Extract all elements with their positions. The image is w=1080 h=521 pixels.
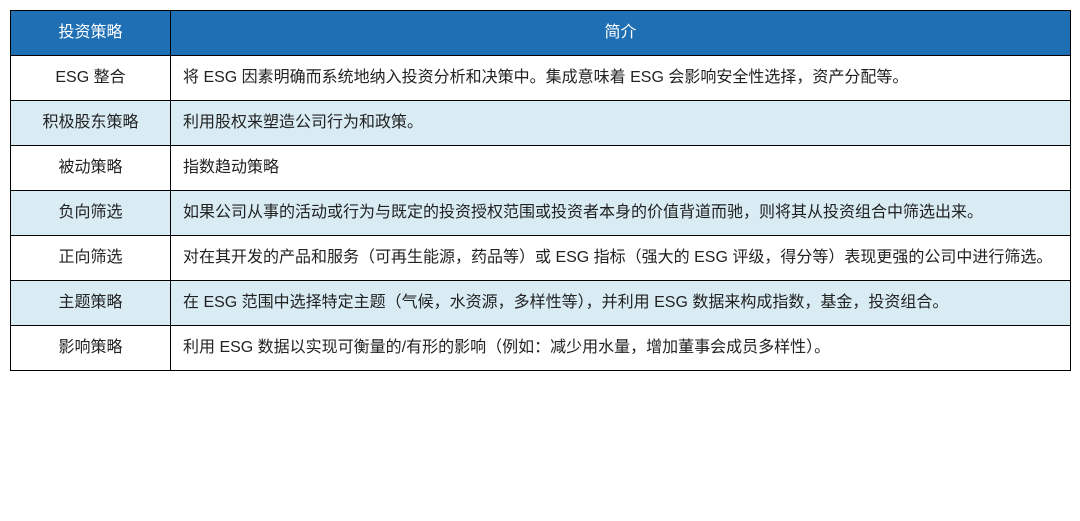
cell-strategy: 主题策略 bbox=[11, 281, 171, 326]
cell-strategy: 影响策略 bbox=[11, 326, 171, 371]
table-row: 被动策略指数趋动策略 bbox=[11, 146, 1071, 191]
cell-description: 在 ESG 范围中选择特定主题（气候，水资源，多样性等），并利用 ESG 数据来… bbox=[171, 281, 1071, 326]
table-header: 投资策略 简介 bbox=[11, 11, 1071, 56]
cell-strategy: 正向筛选 bbox=[11, 236, 171, 281]
table-body: ESG 整合将 ESG 因素明确而系统地纳入投资分析和决策中。集成意味着 ESG… bbox=[11, 56, 1071, 371]
cell-strategy: ESG 整合 bbox=[11, 56, 171, 101]
table-row: 负向筛选如果公司从事的活动或行为与既定的投资授权范围或投资者本身的价值背道而驰，… bbox=[11, 191, 1071, 236]
cell-strategy: 负向筛选 bbox=[11, 191, 171, 236]
table-row: 影响策略利用 ESG 数据以实现可衡量的/有形的影响（例如：减少用水量，增加董事… bbox=[11, 326, 1071, 371]
cell-strategy: 积极股东策略 bbox=[11, 101, 171, 146]
table-row: 主题策略在 ESG 范围中选择特定主题（气候，水资源，多样性等），并利用 ESG… bbox=[11, 281, 1071, 326]
cell-description: 利用股权来塑造公司行为和政策。 bbox=[171, 101, 1071, 146]
table-row: 积极股东策略利用股权来塑造公司行为和政策。 bbox=[11, 101, 1071, 146]
header-strategy: 投资策略 bbox=[11, 11, 171, 56]
cell-description: 将 ESG 因素明确而系统地纳入投资分析和决策中。集成意味着 ESG 会影响安全… bbox=[171, 56, 1071, 101]
cell-strategy: 被动策略 bbox=[11, 146, 171, 191]
cell-description: 如果公司从事的活动或行为与既定的投资授权范围或投资者本身的价值背道而驰，则将其从… bbox=[171, 191, 1071, 236]
cell-description: 利用 ESG 数据以实现可衡量的/有形的影响（例如：减少用水量，增加董事会成员多… bbox=[171, 326, 1071, 371]
cell-description: 指数趋动策略 bbox=[171, 146, 1071, 191]
table-row: 正向筛选对在其开发的产品和服务（可再生能源，药品等）或 ESG 指标（强大的 E… bbox=[11, 236, 1071, 281]
header-description: 简介 bbox=[171, 11, 1071, 56]
table-row: ESG 整合将 ESG 因素明确而系统地纳入投资分析和决策中。集成意味着 ESG… bbox=[11, 56, 1071, 101]
esg-strategy-table: 投资策略 简介 ESG 整合将 ESG 因素明确而系统地纳入投资分析和决策中。集… bbox=[10, 10, 1071, 371]
cell-description: 对在其开发的产品和服务（可再生能源，药品等）或 ESG 指标（强大的 ESG 评… bbox=[171, 236, 1071, 281]
